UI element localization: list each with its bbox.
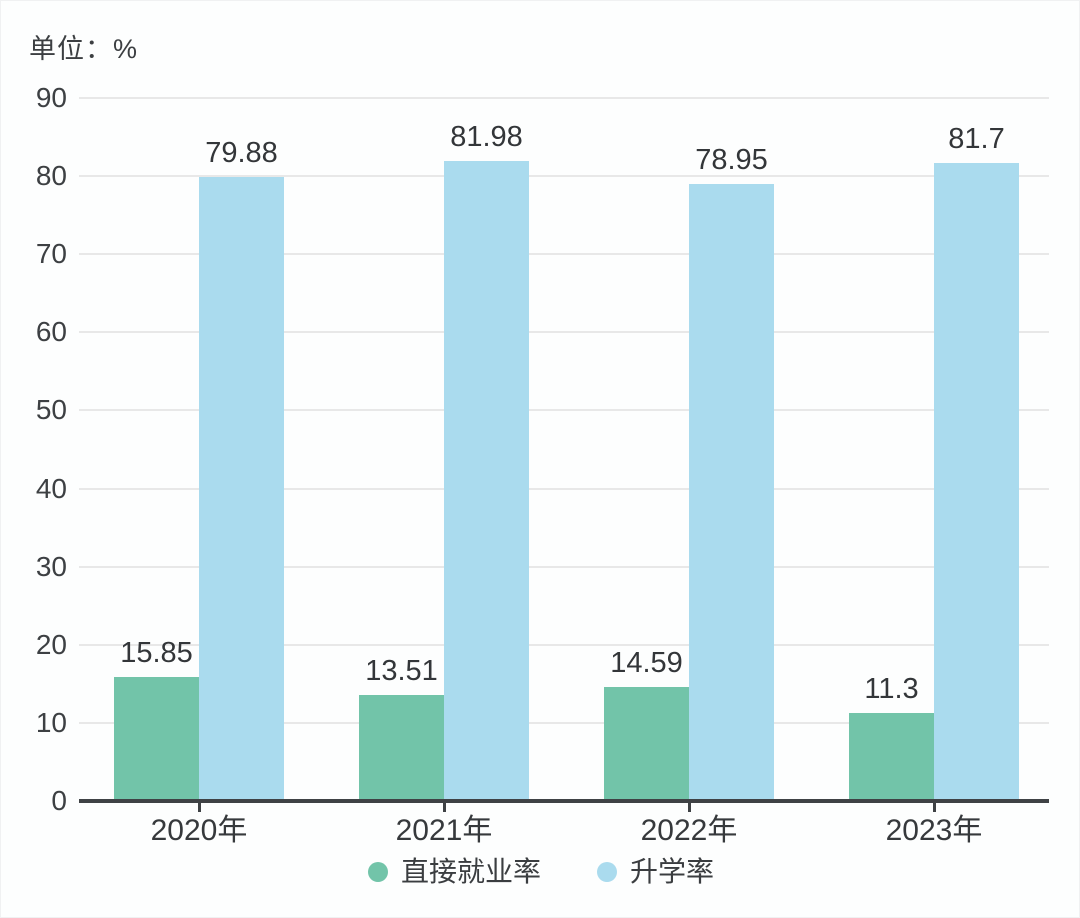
legend-swatch-blue-icon xyxy=(597,862,617,882)
legend-label: 升学率 xyxy=(630,856,715,887)
y-axis-label: 30 xyxy=(35,550,67,582)
unit-label: 单位：% xyxy=(29,34,139,64)
x-axis-label: 2021年 xyxy=(395,814,493,847)
bar xyxy=(849,712,934,801)
gridline xyxy=(79,643,1049,646)
y-axis-label: 40 xyxy=(35,472,67,504)
x-axis-tick xyxy=(443,803,446,812)
y-axis-label: 60 xyxy=(35,316,67,348)
gridline xyxy=(79,487,1049,490)
bar xyxy=(934,162,1019,801)
gridline xyxy=(79,97,1049,99)
y-axis-label: 50 xyxy=(35,394,67,426)
bar xyxy=(199,177,284,801)
bar xyxy=(114,677,199,801)
gridline xyxy=(79,409,1049,412)
y-axis-label: 80 xyxy=(35,160,67,192)
x-axis-line xyxy=(79,799,1049,803)
bar-value-label: 81.7 xyxy=(948,122,1005,155)
bar-value-label: 15.85 xyxy=(120,637,193,670)
x-axis-tick xyxy=(933,803,936,812)
x-axis-tick xyxy=(198,803,201,812)
x-axis-label: 2022年 xyxy=(640,814,738,847)
y-axis-label: 0 xyxy=(51,785,67,816)
legend-item-further-study-rate: 升学率 xyxy=(597,856,714,888)
bar-value-label: 11.3 xyxy=(864,672,919,705)
gridline xyxy=(79,253,1049,256)
bar-value-label: 78.95 xyxy=(695,144,768,177)
y-axis-label: 70 xyxy=(35,238,67,270)
gridline xyxy=(79,565,1049,568)
bar xyxy=(689,184,774,801)
legend: 直接就业率 升学率 xyxy=(1,856,1079,888)
gridline xyxy=(79,175,1049,178)
x-axis-tick xyxy=(688,803,691,812)
legend-label: 直接就业率 xyxy=(400,856,541,887)
bar xyxy=(359,695,444,801)
legend-item-employment-rate: 直接就业率 xyxy=(367,856,541,888)
legend-swatch-green-icon xyxy=(367,862,388,882)
y-axis-label: 10 xyxy=(35,706,67,738)
bar-value-label: 13.51 xyxy=(365,655,438,688)
bar-value-label: 81.98 xyxy=(450,120,523,153)
bar xyxy=(604,687,689,801)
gridline xyxy=(79,331,1049,334)
x-axis-label: 2020年 xyxy=(150,814,248,847)
gridline xyxy=(79,721,1049,724)
y-axis-label: 90 xyxy=(35,82,67,113)
y-axis-label: 20 xyxy=(35,628,67,660)
bar-value-label: 79.88 xyxy=(205,137,278,170)
bar xyxy=(444,160,529,801)
bar-value-label: 14.59 xyxy=(610,647,683,680)
x-axis-label: 2023年 xyxy=(885,814,983,847)
